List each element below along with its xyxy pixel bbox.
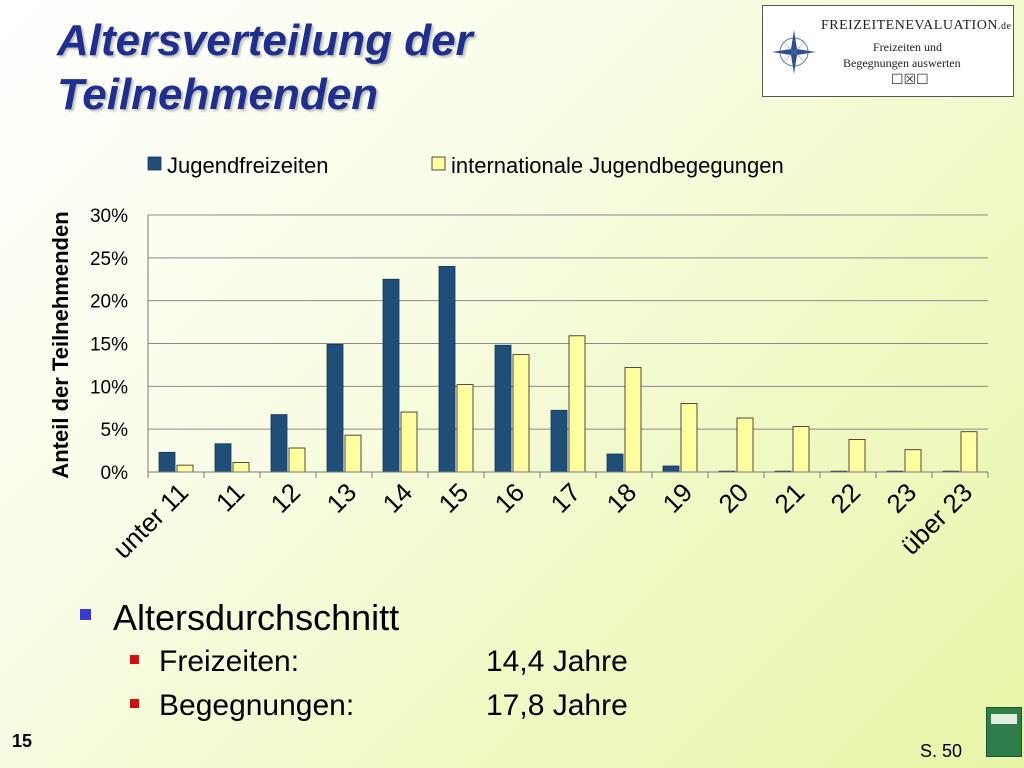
bar-jugendbegegungen (736, 417, 754, 473)
summary-heading: Altersdurchschnitt (80, 597, 399, 639)
bar-jugendbegegungen (960, 431, 978, 473)
x-tick-label: 19 (657, 477, 699, 519)
logo: FREIZEITENEVALUATION.de Freizeiten und B… (762, 5, 1014, 97)
y-tick-label: 20% (90, 292, 128, 313)
legend-label: internationale Jugendbegegungen (451, 153, 784, 178)
chart-axes (147, 215, 989, 478)
logo-name: FREIZEITENEVALUATION.de (821, 18, 1012, 33)
y-tick-label: 5% (101, 420, 129, 441)
bar-jugendbegegungen (400, 411, 418, 473)
bar-jugendbegegungen (456, 384, 474, 473)
bullet-icon (80, 608, 91, 620)
legend-swatch (147, 156, 162, 171)
summary-item-value: 14,4 Jahre (486, 645, 628, 678)
y-tick-label: 0% (101, 463, 129, 484)
logo-tagline-1: Freizeiten und (873, 40, 942, 54)
x-tick-label: 16 (489, 477, 531, 519)
legend-label: Jugendfreizeiten (167, 153, 328, 178)
summary-item: Freizeiten: 14,4 Jahre (130, 645, 628, 679)
booklet-thumbnail (986, 707, 1022, 757)
bar-jugendfreizeiten (606, 453, 624, 473)
x-tick-label: 18 (601, 477, 643, 519)
summary-item-label: Freizeiten: (159, 645, 300, 678)
legend-swatch (431, 156, 446, 171)
chart-legend: Jugendfreizeiten internationale Jugendbeg… (147, 153, 784, 178)
bar-jugendfreizeiten (438, 265, 456, 473)
summary-item: Begegnungen: 17,8 Jahre (130, 689, 628, 723)
bar-jugendbegegungen (176, 464, 194, 473)
bar-jugendfreizeiten (214, 443, 232, 473)
bar-jugendfreizeiten (158, 451, 176, 473)
bar-jugendbegegungen (904, 449, 922, 473)
bar-jugendbegegungen (288, 447, 306, 473)
bar-jugendbegegungen (568, 335, 586, 473)
bullet-icon (130, 654, 139, 664)
bar-jugendfreizeiten (494, 344, 512, 473)
bullet-icon (130, 698, 139, 708)
summary-item-value: 17,8 Jahre (486, 689, 628, 722)
y-axis-label: Anteil der Teilnehmenden (48, 211, 73, 478)
bar-jugendfreizeiten (662, 465, 680, 473)
x-tick-label: 22 (825, 477, 867, 519)
y-tick-label: 30% (90, 206, 128, 227)
bar-jugendfreizeiten (270, 414, 288, 473)
x-tick-label: 12 (265, 477, 307, 519)
y-tick-label: 15% (90, 335, 128, 356)
bar-jugendbegegungen (232, 462, 250, 473)
compass-icon (772, 30, 816, 74)
x-tick-label: 17 (545, 477, 587, 519)
slide-title: Altersverteilung der Teilnehmenden (57, 16, 473, 119)
x-tick-label: 14 (377, 477, 419, 519)
summary-item-label: Begegnungen: (159, 689, 355, 722)
page-reference: S. 50 (920, 741, 963, 761)
x-tick-label: 15 (433, 477, 475, 519)
x-tick-label: 23 (881, 477, 923, 519)
x-tick-label: unter 11 (107, 477, 194, 564)
bar-jugendbegegungen (792, 426, 810, 473)
logo-tagline-2: Begegnungen auswerten (843, 56, 961, 70)
bar-jugendfreizeiten (326, 343, 344, 473)
bar-jugendbegegungen (848, 439, 866, 473)
bar-jugendfreizeiten (550, 409, 568, 473)
bar-chart: 0% 5% 10% 15% 20% 25% 30% unter 11 11 12 13 14 15 16… (48, 153, 989, 564)
bar-jugendfreizeiten (382, 278, 400, 473)
page-number: 15 (12, 731, 33, 751)
x-tick-label: 20 (713, 477, 755, 519)
x-tick-label: 11 (210, 477, 250, 517)
y-tick-labels: 0% 5% 10% 15% 20% 25% 30% (90, 206, 128, 484)
bar-jugendbegegungen (512, 354, 530, 473)
chart-bars (158, 265, 978, 473)
y-tick-label: 10% (90, 377, 128, 398)
bar-jugendbegegungen (344, 434, 362, 473)
bar-jugendbegegungen (624, 367, 642, 473)
bar-jugendbegegungen (680, 403, 698, 473)
logo-checkboxes: ☐☒☐ (891, 72, 929, 88)
y-tick-label: 25% (90, 249, 128, 270)
x-tick-label: 13 (321, 477, 363, 519)
x-tick-label: 21 (769, 477, 811, 519)
